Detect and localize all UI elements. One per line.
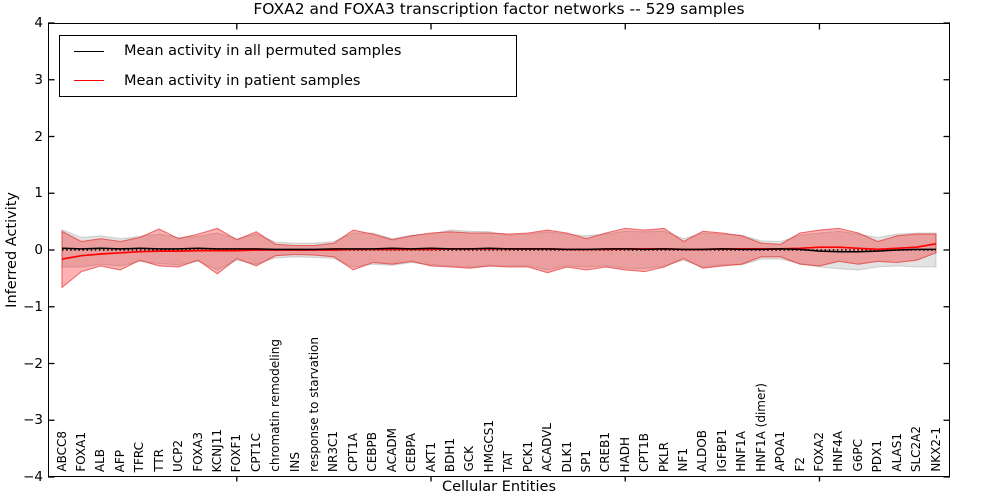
y-tick-label: 4 bbox=[34, 15, 43, 31]
x-category-label: FOXF1 bbox=[229, 433, 244, 472]
x-axis-label: Cellular Entities bbox=[441, 479, 557, 495]
x-category-label: ALB bbox=[93, 448, 108, 472]
x-category-label: CPT1C bbox=[248, 433, 263, 472]
x-category-label: chromatin remodeling bbox=[268, 339, 283, 472]
x-category-label: SP1 bbox=[578, 449, 593, 473]
x-category-label: APOA1 bbox=[773, 431, 788, 472]
legend: Mean activity in all permuted samples Me… bbox=[59, 35, 517, 97]
y-tick-label: 1 bbox=[34, 185, 43, 202]
x-category-label: PCK1 bbox=[520, 440, 535, 472]
x-category-label: PDX1 bbox=[870, 439, 885, 472]
x-category-label: NKX2-1 bbox=[928, 427, 943, 472]
x-category-label: AFP bbox=[112, 449, 127, 472]
x-category-label: F2 bbox=[792, 457, 807, 472]
x-category-label: GCK bbox=[462, 446, 477, 472]
x-category-label: CPT1B bbox=[637, 433, 652, 472]
legend-item-permuted: Mean activity in all permuted samples bbox=[74, 37, 516, 65]
y-tick-label: 0 bbox=[34, 242, 43, 258]
y-tick-label: −2 bbox=[23, 355, 43, 372]
chart-title: FOXA2 and FOXA3 transcription factor net… bbox=[253, 0, 745, 18]
x-category-label: CEBPA bbox=[404, 433, 419, 472]
x-category-label: DLK1 bbox=[559, 440, 574, 472]
x-category-label: NR3C1 bbox=[326, 431, 341, 472]
x-category-label: HNF1A (dimer) bbox=[753, 383, 768, 472]
legend-item-patient: Mean activity in patient samples bbox=[74, 67, 516, 95]
x-category-label: AKT1 bbox=[423, 441, 438, 472]
x-category-label: ALAS1 bbox=[889, 433, 904, 472]
x-category-label: G6PC bbox=[850, 439, 865, 472]
x-category-label: BDH1 bbox=[442, 437, 457, 472]
legend-label-patient: Mean activity in patient samples bbox=[124, 72, 361, 89]
x-category-label: ACADM bbox=[384, 427, 399, 472]
x-category-label: ALDOB bbox=[695, 430, 710, 472]
x-category-label: CREB1 bbox=[598, 431, 613, 472]
x-category-label: CEBPB bbox=[365, 432, 380, 472]
y-tick-label: −1 bbox=[23, 298, 43, 315]
y-tick-label: −3 bbox=[23, 412, 43, 429]
legend-label-permuted: Mean activity in all permuted samples bbox=[124, 43, 402, 60]
x-category-label: TFRC bbox=[132, 441, 147, 472]
x-category-label: SLC2A2 bbox=[909, 425, 924, 472]
y-tick-label: 3 bbox=[34, 71, 43, 88]
x-category-label: HADH bbox=[617, 436, 632, 473]
x-category-label: CPT1A bbox=[345, 433, 360, 472]
x-category-label: UCP2 bbox=[171, 439, 185, 472]
x-category-label: NF1 bbox=[676, 448, 690, 472]
x-category-label: ABCC8 bbox=[54, 431, 69, 472]
x-category-label: FOXA1 bbox=[73, 432, 88, 472]
chart-canvas bbox=[48, 22, 950, 482]
x-category-label: INS bbox=[287, 451, 302, 472]
patient-band bbox=[61, 227, 937, 289]
x-category-label: HNF1A bbox=[734, 431, 749, 472]
x-category-label: KCNJ11 bbox=[209, 428, 224, 472]
legend-line-black bbox=[74, 50, 104, 52]
x-category-label: HNF4A bbox=[831, 431, 846, 472]
x-category-label: FOXA2 bbox=[812, 432, 826, 472]
x-category-label: HMGCS1 bbox=[481, 419, 496, 472]
legend-line-red bbox=[74, 80, 104, 82]
x-category-label: IGFBP1 bbox=[714, 429, 729, 472]
x-category-label: PKLR bbox=[656, 441, 671, 472]
x-category-label: ACADVL bbox=[540, 423, 555, 472]
y-tick-label: 2 bbox=[34, 128, 43, 145]
x-category-label: TTR bbox=[151, 449, 166, 472]
y-tick-label: −4 bbox=[23, 469, 43, 485]
x-category-label: response to starvation bbox=[307, 337, 321, 472]
x-category-label: FOXA3 bbox=[190, 432, 205, 472]
x-category-label: TAT bbox=[501, 450, 516, 472]
permuted-mean-line bbox=[61, 247, 936, 253]
